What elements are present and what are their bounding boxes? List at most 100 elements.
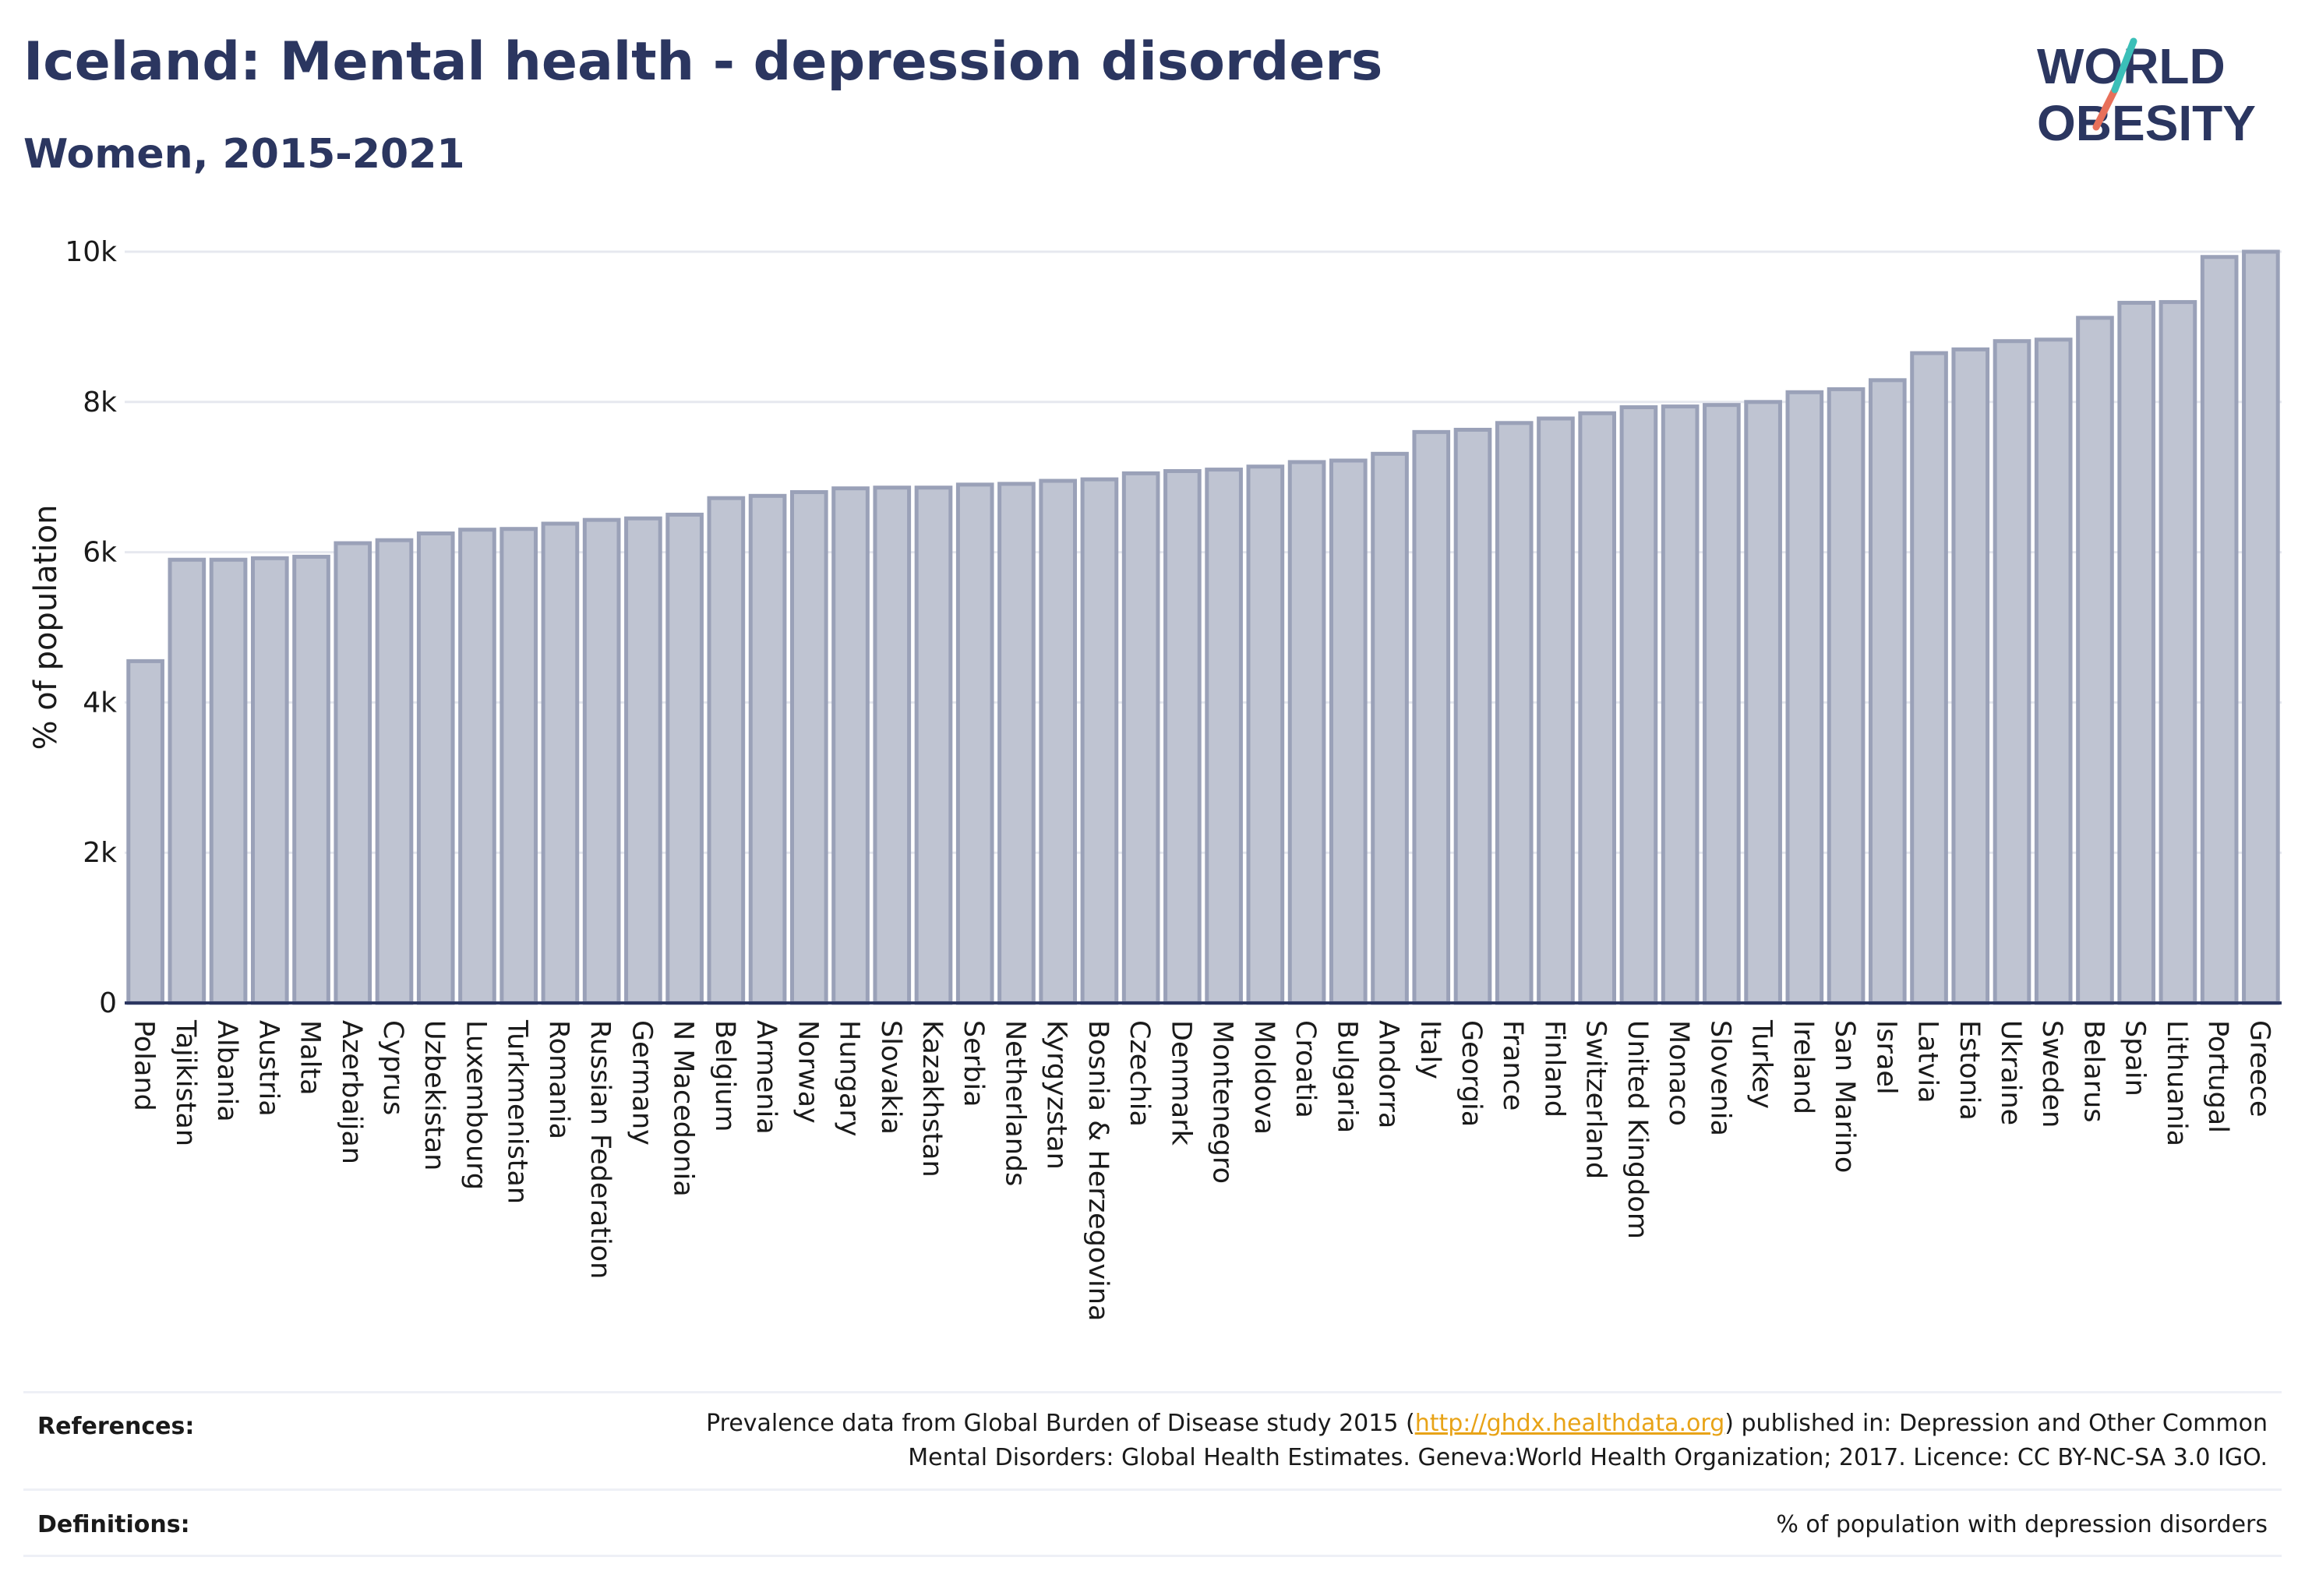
bar[interactable] [1993,339,2031,1005]
x-tick-label: Monaco [1663,1020,1694,1126]
footer-divider-bottom [23,1555,2282,1557]
bar[interactable] [873,486,912,1005]
bar[interactable] [499,527,538,1005]
bar[interactable] [458,528,496,1005]
x-tick-label: Moldova [1248,1020,1280,1135]
bar[interactable] [1287,460,1326,1005]
bar[interactable] [1412,429,1451,1005]
bar[interactable] [2159,300,2197,1005]
x-tick-label: Uzbekistan [418,1020,450,1171]
logo-slash-bottom [2092,86,2119,131]
bar[interactable] [955,482,994,1005]
x-tick-label: France [1497,1020,1528,1110]
bar[interactable] [1578,411,1617,1005]
x-tick-label: Estonia [1954,1020,1985,1121]
bar[interactable] [2117,301,2156,1005]
x-tick-label: Spain [2120,1020,2151,1096]
bar[interactable] [334,541,372,1005]
x-tick-label: Bulgaria [1331,1020,1362,1133]
bar[interactable] [1205,468,1243,1005]
y-tick-label: 8k [83,387,117,418]
x-tick-label: Georgia [1456,1020,1487,1127]
x-tick-label: Netherlands [999,1020,1030,1186]
bar[interactable] [250,556,289,1005]
chart-title: Iceland: Mental health - depression diso… [23,31,1383,93]
bar[interactable] [1495,421,1534,1005]
x-tick-label: Bosnia & Herzegovina [1082,1020,1114,1321]
x-tick-label: Austria [252,1020,284,1117]
bar[interactable] [1121,471,1160,1005]
y-axis-ticks: 0 2k 4k 6k 8k 10k [65,236,117,1019]
x-tick-label: Ukraine [1995,1020,2026,1125]
bar[interactable] [168,557,206,1005]
x-tick-label: Lithuania [2161,1020,2192,1146]
bars [126,249,2280,1005]
bar[interactable] [541,521,580,1005]
bar[interactable] [209,557,248,1005]
bar-chart: 0 2k 4k 6k 8k 10k Poland Tajikistan Albania Aust… [28,236,2282,1321]
y-tick-label: 4k [83,687,117,719]
bar[interactable] [624,516,662,1005]
bar[interactable] [831,486,870,1005]
x-tick-label: Tajikistan [170,1019,201,1146]
bar[interactable] [1827,387,1866,1005]
x-tick-label: Slovakia [875,1020,906,1135]
x-tick-label: Latvia [1912,1020,1943,1103]
x-tick-label: Belarus [2077,1020,2109,1123]
bar[interactable] [1371,451,1409,1005]
bar[interactable] [126,659,164,1005]
bar[interactable] [914,486,953,1005]
definitions-label: Definitions: [37,1511,190,1538]
references-label: References: [37,1413,195,1440]
bar[interactable] [2242,249,2280,1005]
x-tick-label: San Marino [1829,1020,1860,1173]
bar[interactable] [1246,464,1285,1005]
logo-line2: OBESITY [2037,95,2256,151]
y-tick-label: 6k [83,537,117,569]
x-tick-label: Kazakhstan [916,1020,948,1178]
bar[interactable] [2200,255,2239,1005]
bar[interactable] [665,512,704,1005]
x-tick-label: Greece [2243,1020,2275,1118]
definitions-section: Definitions: % of population with depres… [23,1508,2282,1547]
bar[interactable] [2034,337,2073,1005]
bar[interactable] [416,531,455,1005]
y-tick-label: 2k [83,837,117,869]
references-link[interactable]: http://ghdx.healthdata.org [1414,1410,1725,1437]
bar[interactable] [1785,390,1824,1005]
bar[interactable] [1453,427,1492,1005]
bar[interactable] [1868,378,1907,1005]
bar[interactable] [1039,478,1078,1005]
bar[interactable] [1910,351,1948,1005]
x-tick-label: Turkey [1746,1019,1777,1109]
x-tick-label: Sweden [2036,1020,2067,1128]
x-tick-label: Luxembourg [460,1020,491,1190]
bar[interactable] [997,482,1036,1005]
bar[interactable] [1329,458,1368,1005]
bar[interactable] [1537,416,1575,1005]
bar[interactable] [1080,477,1119,1005]
bar[interactable] [2076,316,2114,1005]
y-tick-label: 0 [99,987,117,1019]
bar[interactable] [582,517,621,1005]
x-tick-label: Malta [295,1020,326,1096]
x-tick-label: Czechia [1124,1020,1155,1127]
x-tick-label: Poland [129,1020,160,1111]
x-tick-label: Switzerland [1580,1020,1611,1179]
bar[interactable] [1951,347,1990,1005]
bar[interactable] [748,493,787,1005]
x-tick-label: Montenegro [1207,1020,1238,1184]
bar[interactable] [789,489,828,1005]
x-tick-label: Albania [211,1020,242,1122]
bar[interactable] [1744,400,1782,1005]
x-tick-label: Turkmenistan [502,1019,533,1204]
bar[interactable] [1163,468,1202,1005]
bar[interactable] [1619,405,1658,1005]
bar[interactable] [292,554,330,1005]
x-tick-label: Armenia [750,1020,782,1135]
bar[interactable] [707,496,746,1005]
bar[interactable] [1703,403,1741,1005]
x-tick-label: Norway [792,1020,823,1124]
bar[interactable] [1661,404,1700,1005]
bar[interactable] [375,538,414,1005]
